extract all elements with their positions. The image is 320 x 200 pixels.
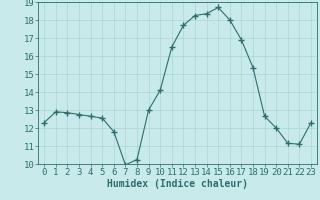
X-axis label: Humidex (Indice chaleur): Humidex (Indice chaleur) bbox=[107, 179, 248, 189]
